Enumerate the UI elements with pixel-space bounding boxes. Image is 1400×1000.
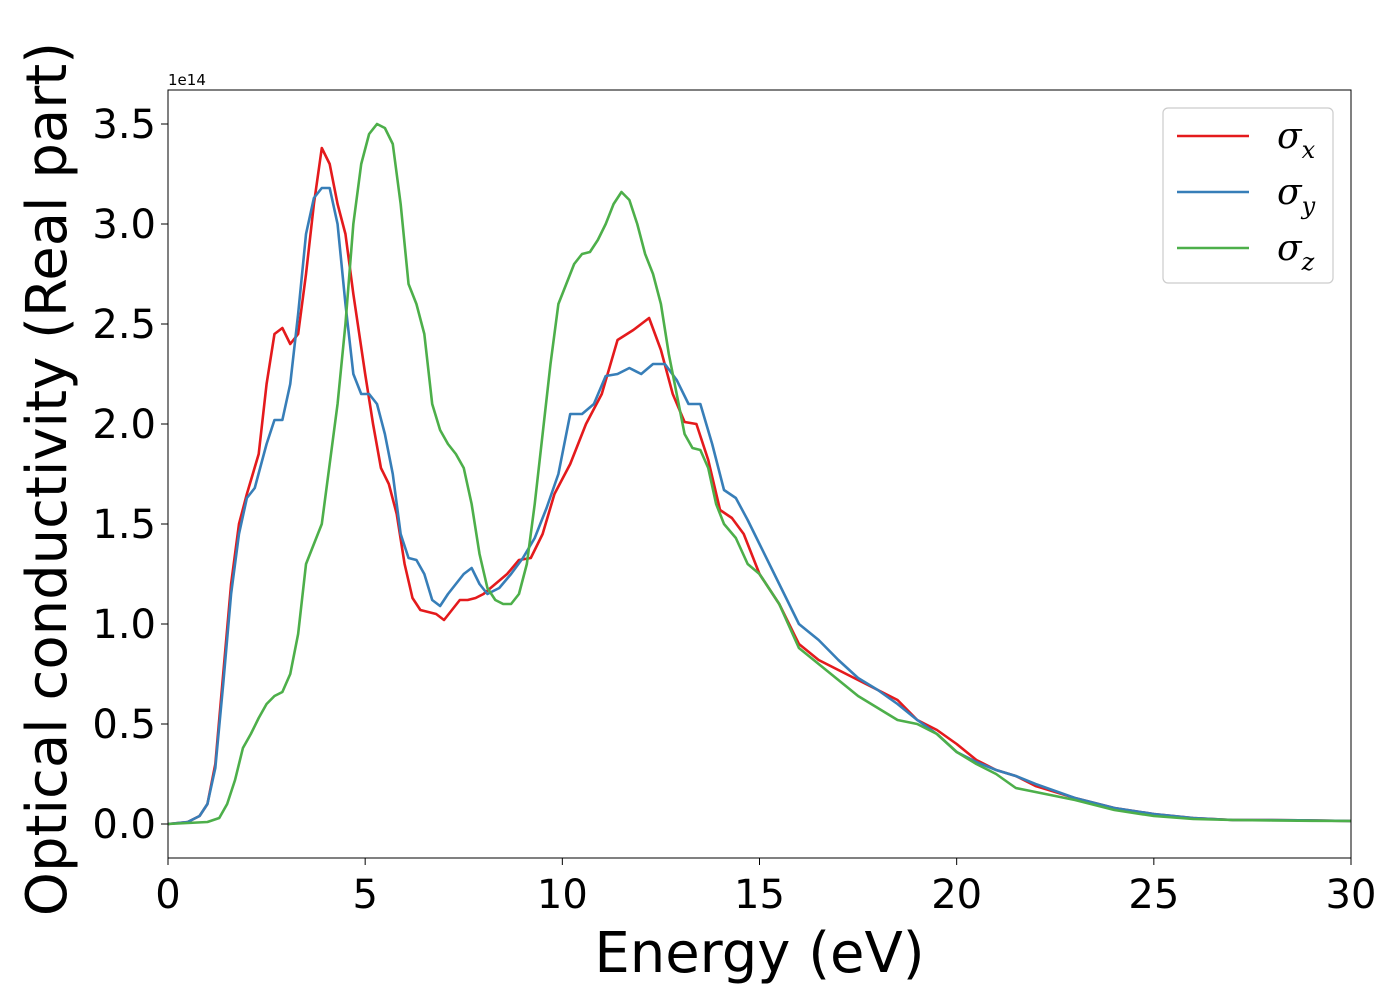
y-tick-label: 3.5 [92, 102, 156, 148]
legend-label-z: σz [1277, 228, 1315, 276]
y-tick-label: 3.0 [92, 202, 156, 248]
y-tick-label: 1.0 [92, 602, 156, 648]
x-tick-label: 25 [1128, 872, 1179, 918]
y-tick-label: 1.5 [92, 502, 156, 548]
x-axis-title: Energy (eV) [594, 921, 924, 986]
x-tick-label: 10 [537, 872, 588, 918]
legend-label-x: σx [1277, 116, 1316, 164]
y-tick-label: 2.5 [92, 302, 156, 348]
legend-box [1162, 107, 1334, 284]
x-tick-label: 5 [352, 872, 377, 918]
y-tick-label: 0.0 [92, 802, 156, 848]
series-line-z [168, 122, 1351, 826]
x-tick-label: 30 [1326, 872, 1377, 918]
legend: σx σy σz [1162, 107, 1334, 284]
series-layer [168, 122, 1351, 826]
x-tick-label: 0 [155, 872, 180, 918]
y-offset-label: 1e14 [168, 71, 206, 89]
legend-label-y: σy [1277, 172, 1316, 220]
series-line-x [168, 146, 1351, 826]
y-tick-label: 0.5 [92, 702, 156, 748]
y-axis-title: Optical conductivity (Real part) [15, 42, 80, 916]
y-tick-label: 2.0 [92, 402, 156, 448]
x-tick-label: 20 [931, 872, 982, 918]
x-tick-label: 15 [734, 872, 785, 918]
ticks-layer: 0 5 10 15 20 25 30 0.0 0.5 1.0 1.5 2.0 2.5 3.0 3.5 [92, 102, 1376, 918]
